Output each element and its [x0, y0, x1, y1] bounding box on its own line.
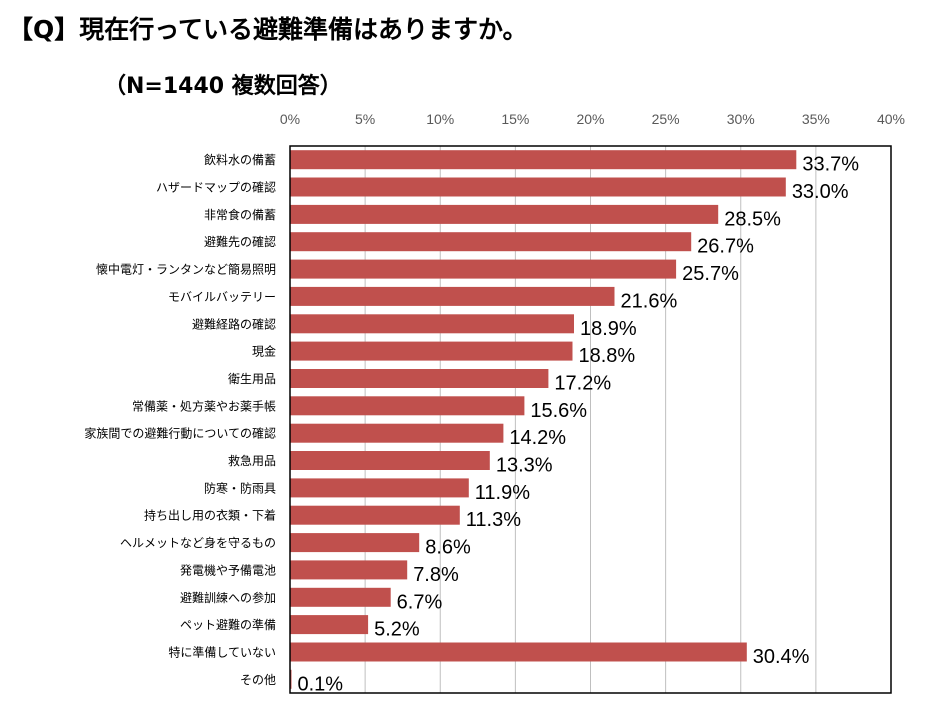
- data-label: 33.7%: [802, 154, 859, 176]
- bar: [290, 587, 391, 607]
- category-label: 懐中電灯・ランタンなど簡易照明: [96, 262, 276, 277]
- category-label: 避難先の確認: [204, 234, 276, 249]
- x-tick-label: 15%: [501, 111, 529, 127]
- bar: [290, 451, 490, 470]
- x-tick-label: 35%: [802, 111, 830, 127]
- bar: [290, 560, 408, 580]
- data-label: 26.7%: [697, 236, 754, 258]
- category-label: 現金: [252, 344, 276, 359]
- bar: [290, 314, 574, 334]
- category-label: モバイルバッテリー: [168, 290, 276, 304]
- category-label: 発電機や予備電池: [180, 562, 276, 577]
- data-label: 15.6%: [530, 400, 587, 422]
- bar: [290, 533, 420, 553]
- data-label: 5.2%: [374, 619, 420, 641]
- data-label: 21.6%: [621, 290, 678, 312]
- category-label: 衛生用品: [228, 372, 276, 386]
- x-tick-label: 20%: [576, 111, 604, 127]
- bar: [290, 505, 460, 525]
- bar: [290, 396, 525, 416]
- category-label: 持ち出し用の衣類・下着: [144, 508, 276, 523]
- x-tick-label: 5%: [355, 111, 375, 127]
- bar: [290, 642, 747, 662]
- category-label: 飲料水の備蓄: [204, 152, 276, 167]
- category-label: ヘルメットなど身を守るもの: [120, 535, 276, 550]
- bar: [290, 286, 615, 306]
- bar: [290, 232, 692, 252]
- data-label: 7.8%: [413, 564, 459, 586]
- category-label: 特に準備していない: [168, 644, 276, 659]
- x-tick-label: 0%: [280, 111, 300, 127]
- bar: [290, 177, 786, 197]
- bar: [290, 259, 677, 279]
- data-label: 13.3%: [496, 455, 553, 477]
- data-label: 6.7%: [397, 591, 443, 613]
- category-label: 避難訓練への参加: [180, 590, 276, 605]
- data-label: 8.6%: [425, 537, 471, 559]
- bar: [290, 615, 369, 635]
- chart-subtitle: （N=1440 複数回答）: [104, 74, 342, 99]
- data-label: 25.7%: [682, 263, 739, 285]
- bar: [290, 150, 797, 170]
- x-tick-label: 40%: [877, 111, 905, 127]
- bar: [290, 369, 549, 388]
- category-label: ペット避難の準備: [180, 617, 276, 632]
- data-label: 28.5%: [724, 208, 781, 230]
- data-label: 30.4%: [753, 646, 810, 668]
- x-tick-label: 10%: [426, 111, 454, 127]
- category-label: 非常食の備蓄: [204, 207, 276, 222]
- data-label: 11.3%: [466, 509, 521, 531]
- category-label: 家族間での避難行動についての確認: [84, 426, 276, 441]
- plot-area-border: [289, 145, 892, 694]
- data-label: 18.9%: [580, 318, 637, 340]
- x-tick-label: 25%: [652, 111, 680, 127]
- data-label: 14.2%: [509, 427, 566, 449]
- category-label: 避難経路の確認: [192, 316, 276, 331]
- data-label: 17.2%: [554, 372, 611, 394]
- category-label: 救急用品: [228, 453, 276, 468]
- bar: [290, 341, 573, 361]
- bar: [290, 478, 469, 498]
- category-label: 常備薬・処方薬やお薬手帳: [132, 398, 276, 413]
- category-label: ハザードマップの確認: [156, 180, 276, 195]
- bar: [290, 423, 504, 443]
- chart-title: 【Q】現在行っている避難準備はありますか。: [8, 15, 528, 44]
- data-label: 33.0%: [792, 181, 849, 203]
- bar: [290, 204, 719, 224]
- category-label: 防寒・防雨具: [204, 480, 276, 495]
- category-label: その他: [240, 673, 276, 687]
- data-label: 0.1%: [298, 673, 344, 695]
- data-label: 18.8%: [578, 345, 635, 367]
- x-tick-label: 30%: [727, 111, 755, 127]
- data-label: 11.9%: [475, 482, 530, 504]
